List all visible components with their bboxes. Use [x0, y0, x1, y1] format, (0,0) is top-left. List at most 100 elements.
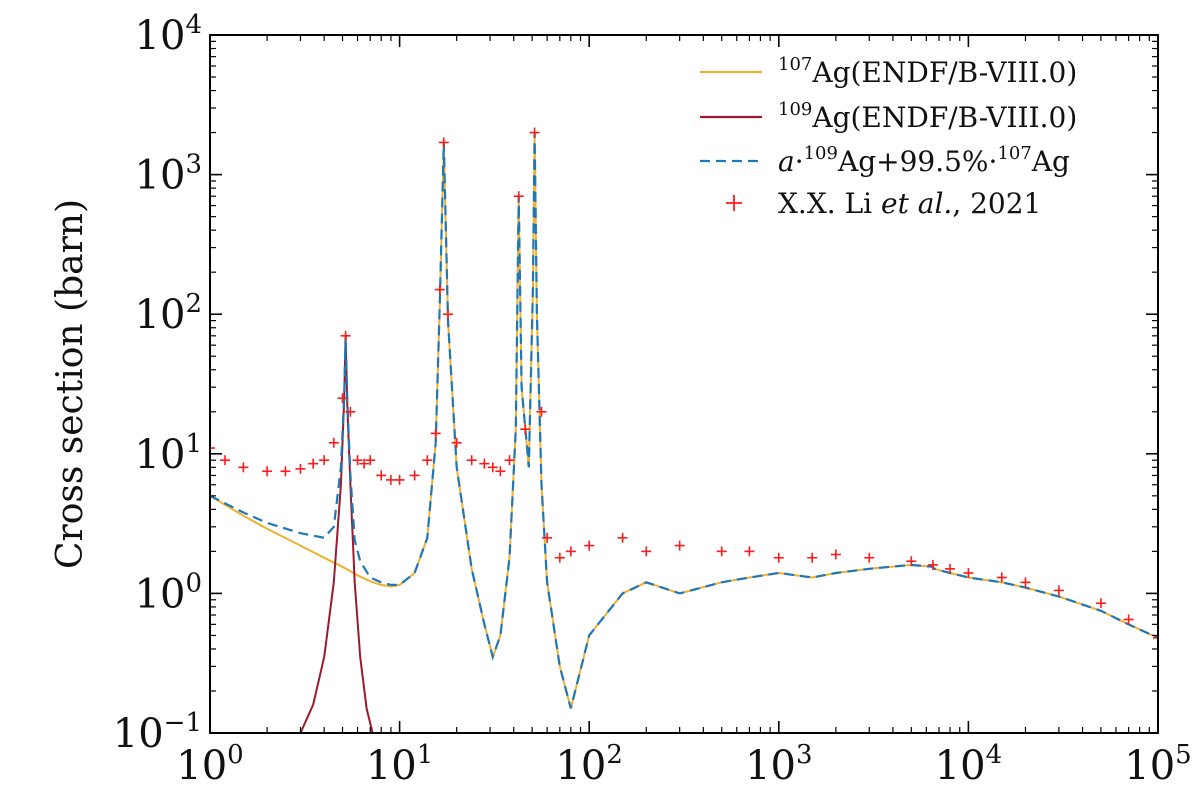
x-tick-exponent: 5 — [1175, 740, 1192, 770]
data-point — [1020, 577, 1031, 588]
y-tick-label: 102 — [135, 289, 202, 338]
data-point — [328, 437, 339, 448]
legend-label: X.X. Li et al., 2021 — [778, 187, 1041, 220]
legend-entry-0: 107Ag(ENDF/B-VIII.0) — [700, 54, 1077, 89]
x-tick-exponent: 2 — [606, 740, 623, 770]
y-tick-base: 10 — [135, 13, 186, 59]
y-tick-base: 10 — [135, 432, 186, 478]
x-tick-label: 103 — [745, 740, 812, 789]
data-point — [280, 466, 291, 477]
x-tick-base: 10 — [555, 743, 606, 789]
data-point — [536, 406, 547, 417]
data-point — [210, 443, 215, 454]
data-point — [451, 437, 462, 448]
data-point — [337, 393, 348, 404]
x-tick-label: 101 — [366, 740, 433, 789]
data-point — [617, 532, 628, 543]
data-point — [295, 463, 306, 474]
y-tick-label: 101 — [135, 429, 202, 478]
data-point — [554, 552, 565, 563]
data-point — [996, 572, 1007, 583]
data-point — [807, 552, 818, 563]
data-point — [438, 137, 449, 148]
x-tick-label: 104 — [935, 740, 1002, 789]
data-point — [409, 470, 420, 481]
data-point — [945, 563, 956, 574]
y-tick-base: 10 — [135, 153, 186, 199]
x-tick-label: 102 — [555, 740, 622, 789]
data-point — [927, 559, 938, 570]
y-tick-base: 10 — [135, 292, 186, 338]
y-tick-exponent: 3 — [185, 150, 202, 180]
legend-label: 109Ag(ENDF/B-VIII.0) — [778, 99, 1077, 134]
series-line-1 — [299, 335, 374, 733]
data-point — [365, 455, 376, 466]
data-point — [584, 540, 595, 551]
legend: 107Ag(ENDF/B-VIII.0) 109Ag(ENDF/B-VIII.0)… — [700, 54, 1077, 220]
legend-label: 107Ag(ENDF/B-VIII.0) — [778, 54, 1077, 89]
y-tick-label: 103 — [135, 150, 202, 199]
plot-area — [210, 127, 1158, 733]
data-point — [479, 458, 490, 469]
data-point — [466, 455, 477, 466]
data-point — [442, 309, 453, 320]
data-point — [744, 546, 755, 557]
y-tick-label: 104 — [135, 10, 202, 59]
data-point — [1123, 614, 1134, 625]
x-tick-label: 105 — [1124, 740, 1191, 789]
data-point — [520, 424, 531, 435]
legend-label: a·109Ag+99.5%·107Ag — [778, 143, 1070, 178]
data-point — [963, 568, 974, 579]
axes — [209, 34, 1159, 734]
data-point — [340, 330, 351, 341]
legend-entry-3: X.X. Li et al., 2021 — [726, 187, 1041, 220]
x-tick-base: 10 — [176, 743, 227, 789]
y-tick-label: 10−1 — [113, 708, 202, 757]
y-tick-exponent: −1 — [164, 708, 202, 738]
data-point — [430, 428, 441, 439]
data-point — [352, 455, 363, 466]
y-tick-label: 100 — [135, 568, 202, 617]
data-point — [542, 532, 553, 543]
x-tick-exponent: 3 — [796, 740, 813, 770]
data-point — [422, 455, 433, 466]
data-point — [1153, 632, 1158, 643]
data-point — [513, 191, 524, 202]
data-point — [345, 406, 356, 417]
data-point — [308, 458, 319, 469]
y-tick-exponent: 2 — [185, 289, 202, 319]
y-axis-label: Cross section (barn) — [50, 199, 91, 569]
data-point — [1053, 585, 1064, 596]
data-point — [830, 549, 841, 560]
data-point — [906, 556, 917, 567]
series-markers-3 — [210, 127, 1158, 643]
y-tick-base: 10 — [113, 711, 164, 757]
data-point — [716, 546, 727, 557]
y-tick-exponent: 1 — [185, 429, 202, 459]
data-point — [262, 466, 273, 477]
plot-frame — [209, 34, 1159, 734]
data-point — [238, 462, 249, 473]
data-point — [359, 458, 370, 469]
data-point — [394, 474, 405, 485]
data-point — [434, 284, 445, 295]
x-tick-base: 10 — [366, 743, 417, 789]
x-tick-exponent: 1 — [417, 740, 434, 770]
legend-entry-1: 109Ag(ENDF/B-VIII.0) — [700, 99, 1077, 134]
data-point — [495, 466, 506, 477]
data-point — [864, 552, 875, 563]
x-tick-base: 10 — [745, 743, 796, 789]
data-point — [674, 540, 685, 551]
x-tick-base: 10 — [1124, 743, 1175, 789]
y-tick-exponent: 4 — [185, 10, 202, 40]
x-tick-label: 100 — [176, 740, 243, 789]
y-tick-base: 10 — [135, 571, 186, 617]
data-point — [319, 455, 330, 466]
data-point — [504, 455, 515, 466]
y-tick-exponent: 0 — [185, 568, 202, 598]
legend-entry-2: a·109Ag+99.5%·107Ag — [700, 143, 1070, 178]
x-tick-exponent: 4 — [986, 740, 1003, 770]
data-point — [1095, 598, 1106, 609]
